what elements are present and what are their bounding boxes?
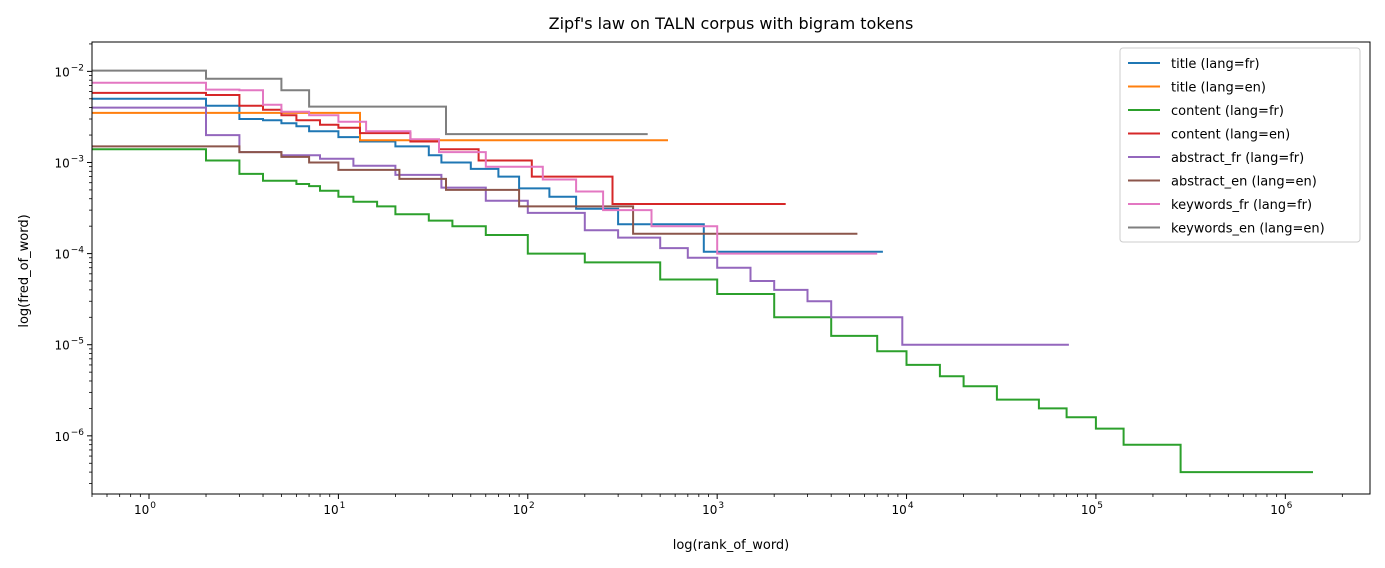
legend-label: title (lang=fr) [1171,57,1260,72]
legend-label: content (lang=en) [1171,128,1290,143]
legend-label: title (lang=en) [1171,81,1266,96]
chart-title: Zipf's law on TALN corpus with bigram to… [549,14,914,33]
plot-area [92,69,1313,474]
legend-label: keywords_en (lang=en) [1171,222,1325,237]
x-tick-label: 105 [1081,501,1103,517]
series-line [92,106,1069,346]
x-axis: 100 101 102 103 104 105 106 [91,494,1343,517]
x-tick-label: 102 [513,501,535,517]
series-line [92,81,878,255]
x-tick-label: 100 [134,501,156,517]
x-tick-label: 101 [323,501,345,517]
x-axis-label: log(rank_of_word) [673,538,790,553]
legend-label: abstract_fr (lang=fr) [1171,151,1304,166]
legend-label: content (lang=fr) [1171,104,1284,119]
series-line [92,145,858,235]
series-line [92,148,1313,474]
x-tick-label: 104 [892,501,914,517]
legend-label: keywords_fr (lang=fr) [1171,198,1312,213]
y-tick-label: 10−2 [54,63,84,79]
x-tick-label: 103 [702,501,724,517]
legend-frame [1119,47,1361,243]
y-axis-label: log(fred_of_word) [17,214,32,327]
series-line [92,69,648,136]
y-tick-label: 10−5 [54,337,84,353]
y-tick-label: 10−6 [54,428,84,444]
series-line [92,97,883,253]
y-tick-label: 10−4 [54,246,84,262]
series-line [92,91,786,205]
legend-label: abstract_en (lang=en) [1171,175,1317,190]
x-tick-label: 106 [1270,501,1292,517]
legend: title (lang=fr) title (lang=en) content (l… [1119,47,1361,243]
series-line [92,111,668,142]
y-axis: 10−6 10−5 10−4 10−3 10−2 [54,43,92,484]
y-tick-label: 10−3 [54,154,84,170]
